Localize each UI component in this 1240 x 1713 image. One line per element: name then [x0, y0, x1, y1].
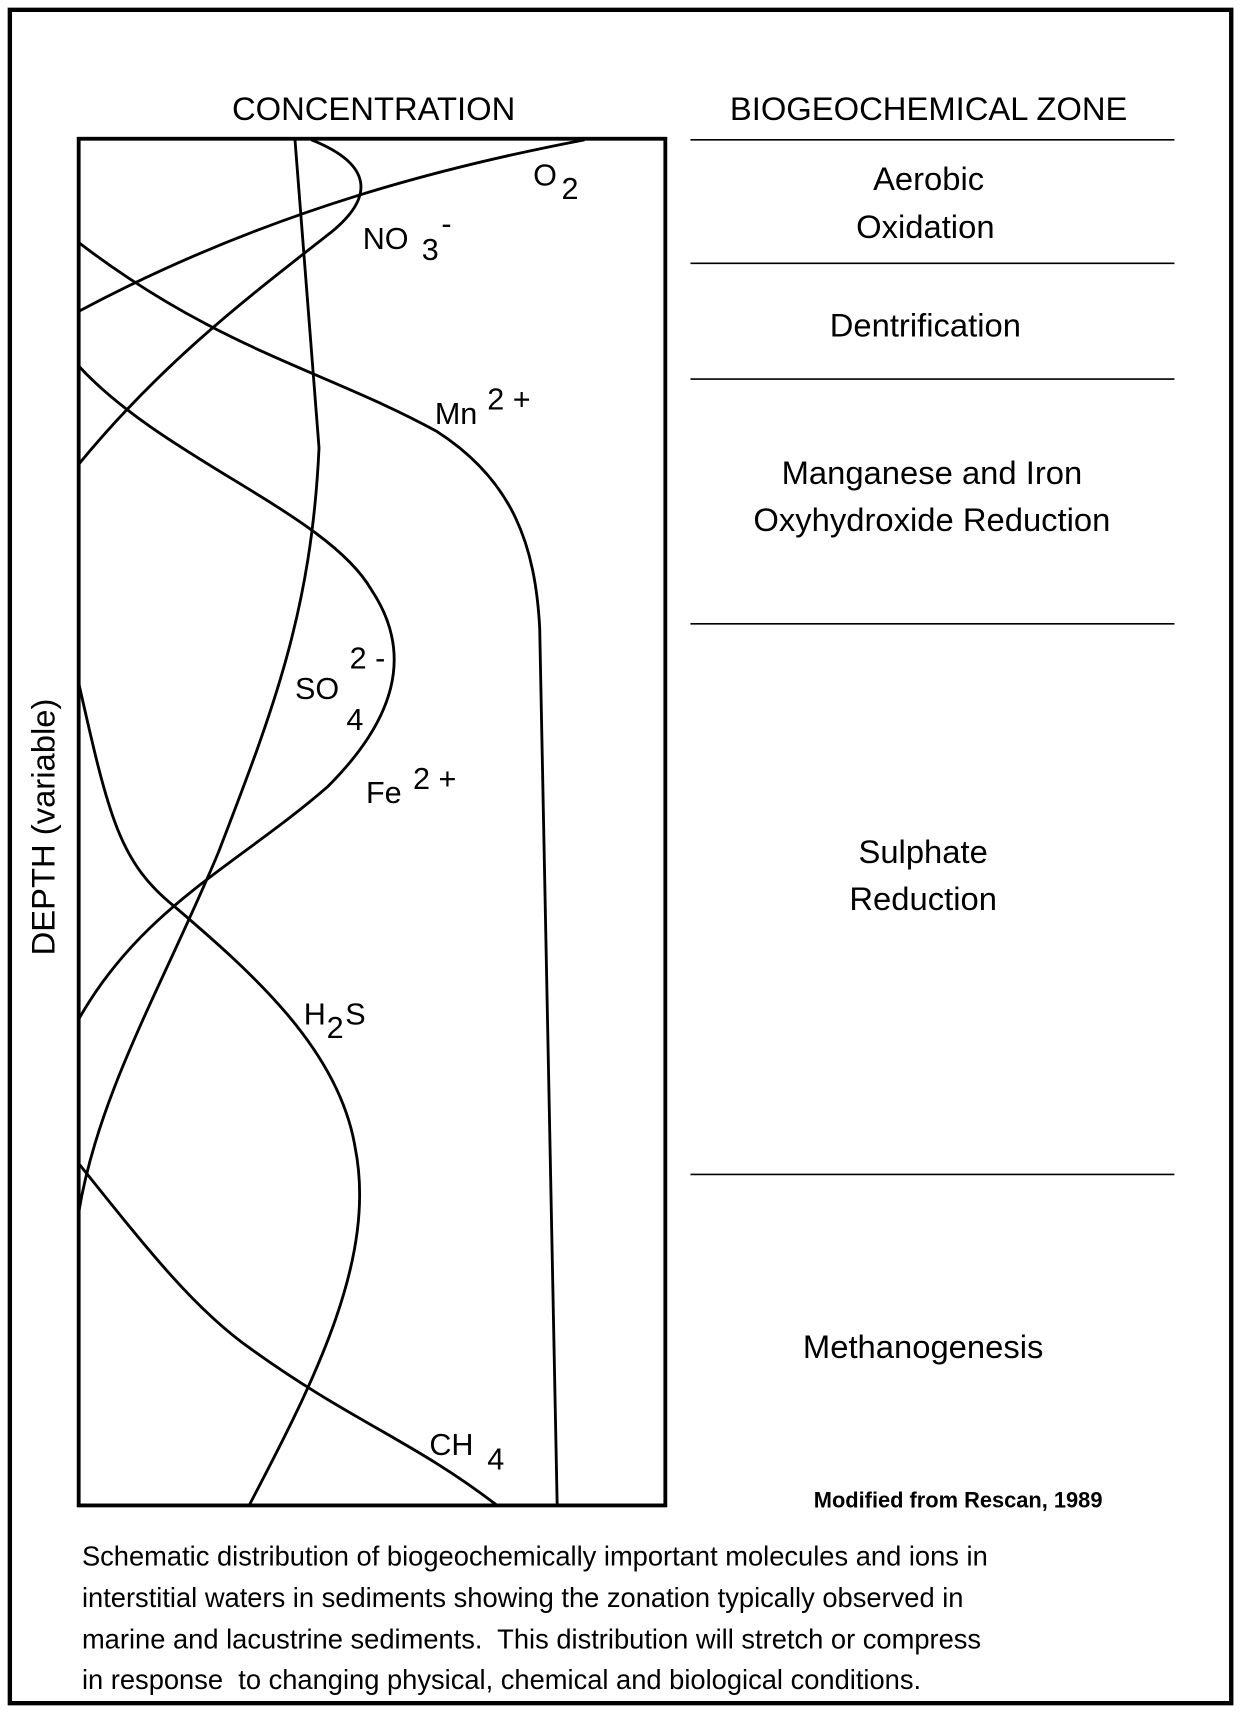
zone-labels: Aerobic Oxidation Dentrification Mangane…: [753, 160, 1110, 1365]
caption-line: Schematic distribution of biogeochemical…: [82, 1541, 988, 1572]
species-sup: 2 +: [413, 762, 456, 796]
species-base: O: [533, 159, 557, 193]
caption-line: in response to changing physical, chemic…: [82, 1664, 921, 1695]
so4-curve: [77, 139, 321, 1213]
h2s-curve: [77, 682, 362, 1507]
species-sub: 3: [422, 233, 439, 267]
source-note: Modified from Rescan, 1989: [814, 1488, 1103, 1513]
species-sub: 4: [487, 1442, 504, 1476]
species-base: Fe: [366, 776, 402, 810]
species-sub: 2: [327, 1011, 344, 1045]
caption-line: marine and lacustrine sediments. This di…: [82, 1624, 981, 1655]
fe-curve: [77, 365, 396, 1020]
curves: [77, 138, 585, 1507]
mn-curve: [77, 241, 559, 1506]
zone-label: Manganese and Iron: [782, 454, 1083, 491]
species-sub: 4: [346, 703, 363, 737]
species-sub: 2: [562, 172, 579, 206]
plot-box: [76, 136, 668, 1508]
species-base: SO: [295, 672, 339, 706]
header-right: BIOGEOCHEMICAL ZONE: [730, 90, 1128, 127]
frame: [7, 7, 1234, 1706]
no3-curve: [77, 138, 363, 466]
zone-label: Reduction: [849, 880, 997, 917]
zone-label: Oxidation: [856, 208, 994, 245]
zone-label: Dentrification: [830, 306, 1021, 343]
species-base: CH: [429, 1428, 473, 1462]
species-base: NO: [363, 222, 409, 256]
axis-label: DEPTH (variable): [25, 699, 62, 956]
species-base: Mn: [435, 397, 477, 431]
species-sup: -: [441, 207, 451, 241]
species-sup: 2 +: [487, 383, 530, 417]
species-base: H: [304, 998, 326, 1032]
zone-label: Methanogenesis: [803, 1328, 1043, 1365]
zone-dividers: [690, 139, 1175, 1176]
zone-label: Oxyhydroxide Reduction: [753, 501, 1110, 538]
zone-label: Aerobic: [873, 160, 984, 197]
o2-curve: [78, 138, 585, 313]
caption-line: interstitial waters in sediments showing…: [82, 1582, 964, 1613]
caption: Schematic distribution of biogeochemical…: [82, 1541, 988, 1695]
zone-label: Sulphate: [858, 833, 987, 870]
species-sup: 2 -: [350, 642, 386, 676]
ch4-curve: [77, 1162, 498, 1507]
species-labels: O 2 NO 3 - Mn 2 + SO 4 2 - Fe 2 + H 2 S …: [295, 159, 579, 1477]
species-tail: S: [345, 998, 365, 1032]
header-left: CONCENTRATION: [232, 90, 515, 127]
